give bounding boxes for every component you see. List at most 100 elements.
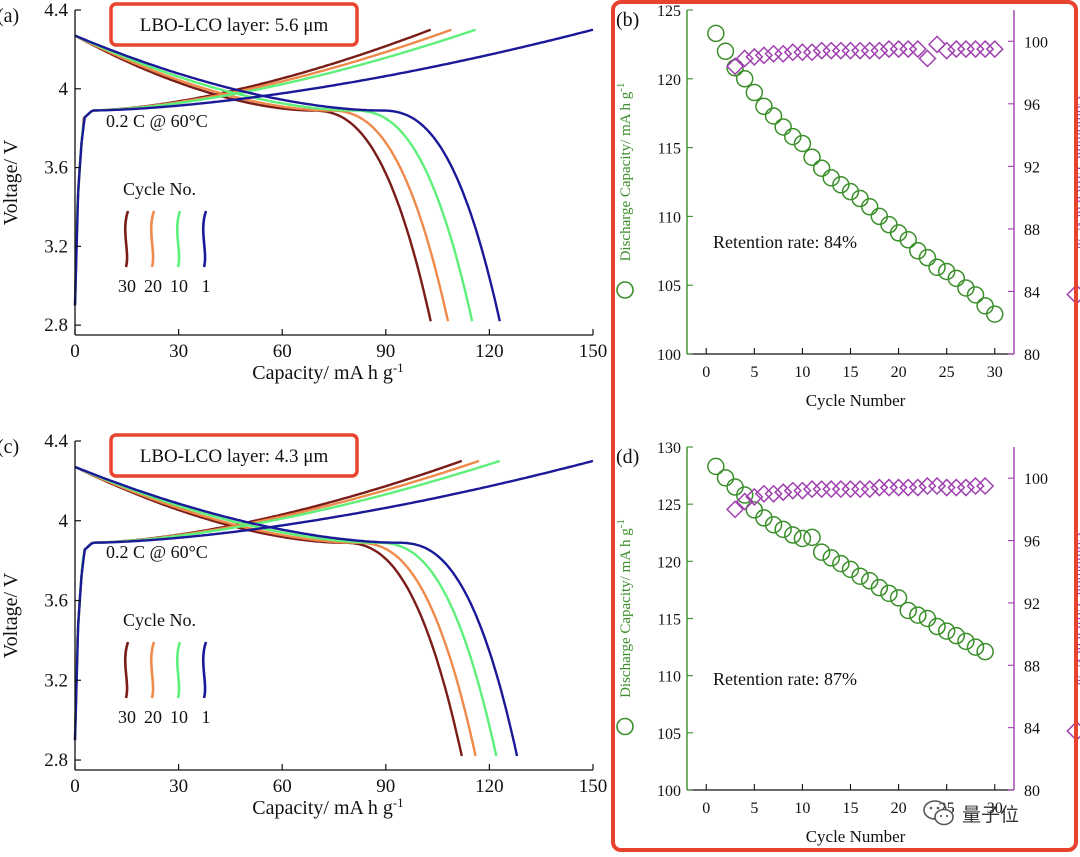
charge-curve-cycle-10	[73, 459, 501, 741]
x-tick-label: 30	[169, 341, 188, 362]
retention-rate-label: Retention rate: 84%	[713, 232, 857, 252]
x-tick-label: 5	[750, 800, 758, 817]
panel-label: (c)	[0, 436, 19, 458]
discharge-curve-cycle-10	[74, 34, 474, 322]
capacity-point	[966, 286, 985, 304]
legend-label-cycle-10: 10	[170, 707, 188, 727]
left-y-tick-label: 120	[657, 554, 681, 571]
y-tick-label: 4	[59, 79, 69, 100]
capacity-point	[966, 638, 985, 656]
x-tick-label: 10	[794, 800, 810, 817]
right-y-tick-label: 100	[1024, 34, 1048, 51]
efficiency-point	[860, 41, 879, 60]
efficiency-point	[908, 40, 927, 59]
left-y-tick-label: 125	[657, 497, 681, 514]
efficiency-point	[822, 480, 841, 499]
capacity-point	[716, 42, 735, 61]
legend-label-cycle-20: 20	[144, 276, 162, 296]
capacity-point	[784, 127, 802, 146]
capacity-point	[755, 509, 773, 527]
layer-annotation-box	[109, 433, 359, 478]
efficiency-point	[860, 480, 879, 499]
discharge-curve-cycle-1	[74, 465, 519, 757]
legend-label-cycle-20: 20	[144, 707, 162, 727]
cycling-panel-3: 0 5 10 15 20 25 301001051101151201251308084889…	[615, 440, 1080, 846]
left-y-tick-label: 105	[657, 726, 681, 743]
efficiency-point	[870, 41, 889, 60]
capacity-point	[803, 528, 821, 547]
left-y-tick-label: 115	[658, 141, 681, 158]
capacity-point	[832, 176, 850, 194]
legend-title: Cycle No.	[123, 610, 196, 630]
capacity-point	[860, 572, 879, 590]
capacity-point	[899, 601, 917, 620]
y-tick-label: 3.6	[44, 158, 68, 179]
efficiency-point	[976, 40, 995, 59]
left-axis-legend-circle	[616, 717, 634, 736]
left-axis-title-exponent: -1	[615, 83, 627, 92]
x-tick-label: 60	[273, 776, 292, 797]
efficiency-point	[774, 483, 793, 502]
efficiency-point	[831, 480, 850, 499]
legend-swatch-cycle-10	[175, 641, 182, 699]
efficiency-point	[793, 43, 812, 62]
panel-label: (a)	[0, 5, 19, 27]
x-axis-title: Cycle Number	[806, 827, 906, 846]
x-axis-title-exponent: -1	[393, 795, 404, 810]
y-tick-label: 4.4	[44, 0, 68, 21]
left-y-tick-label: 120	[657, 72, 681, 89]
capacity-point	[707, 24, 725, 43]
capacity-point	[918, 248, 937, 267]
capacity-point	[793, 134, 812, 153]
x-tick-label: 0	[70, 776, 80, 797]
capacity-point	[774, 118, 792, 136]
charge-curve-cycle-30	[73, 28, 432, 306]
legend-label-cycle-30: 30	[118, 707, 136, 727]
left-y-tick-label: 100	[657, 783, 681, 800]
discharge-curve-cycle-10	[74, 465, 498, 757]
left-y-tick-label: 110	[658, 669, 681, 686]
efficiency-point	[726, 57, 745, 76]
x-tick-label: 5	[750, 364, 758, 381]
right-y-tick-label: 80	[1024, 347, 1040, 364]
legend-swatch-cycle-10	[175, 210, 182, 268]
wechat-icon	[923, 800, 954, 826]
legend-label-cycle-1: 1	[202, 707, 211, 727]
x-tick-label: 25	[939, 364, 955, 381]
capacity-point	[755, 97, 773, 116]
efficiency-point	[937, 41, 956, 60]
efficiency-point	[966, 40, 985, 59]
x-axis-title: Capacity/ mA h g-1	[252, 795, 403, 820]
y-tick-label: 3.2	[44, 670, 68, 691]
right-y-tick-label: 88	[1024, 658, 1040, 675]
capacity-point	[812, 159, 831, 177]
capacity-point	[726, 478, 744, 496]
left-y-tick-label: 115	[658, 612, 681, 629]
efficiency-point	[831, 41, 850, 60]
capacity-point	[726, 59, 744, 77]
layer-annotation-text: LBO-LCO layer: 4.3 μm	[140, 446, 329, 467]
capacity-point	[880, 215, 898, 234]
capacity-point	[928, 258, 946, 277]
x-tick-label: 10	[794, 364, 810, 381]
efficiency-point	[764, 484, 783, 503]
right-y-tick-label: 92	[1024, 596, 1040, 613]
capacity-point	[870, 207, 889, 226]
left-axis-title: Discharge Capacity/ mA h g-1	[615, 83, 634, 262]
capacity-point	[909, 606, 927, 624]
capacity-point	[870, 578, 889, 597]
capacity-point	[832, 554, 850, 573]
legend-swatch-cycle-30	[123, 641, 130, 699]
legend-swatch-cycle-20	[149, 641, 156, 699]
y-tick-label: 2.8	[44, 315, 68, 336]
right-y-tick-label: 100	[1024, 471, 1048, 488]
capacity-point	[947, 626, 966, 645]
legend-label-cycle-10: 10	[170, 276, 188, 296]
efficiency-point	[774, 44, 793, 63]
layer-annotation-box	[109, 2, 359, 47]
efficiency-point	[726, 500, 745, 519]
capacity-point	[860, 198, 879, 216]
x-tick-label: 120	[475, 341, 504, 362]
y-tick-label: 4.4	[44, 431, 68, 452]
